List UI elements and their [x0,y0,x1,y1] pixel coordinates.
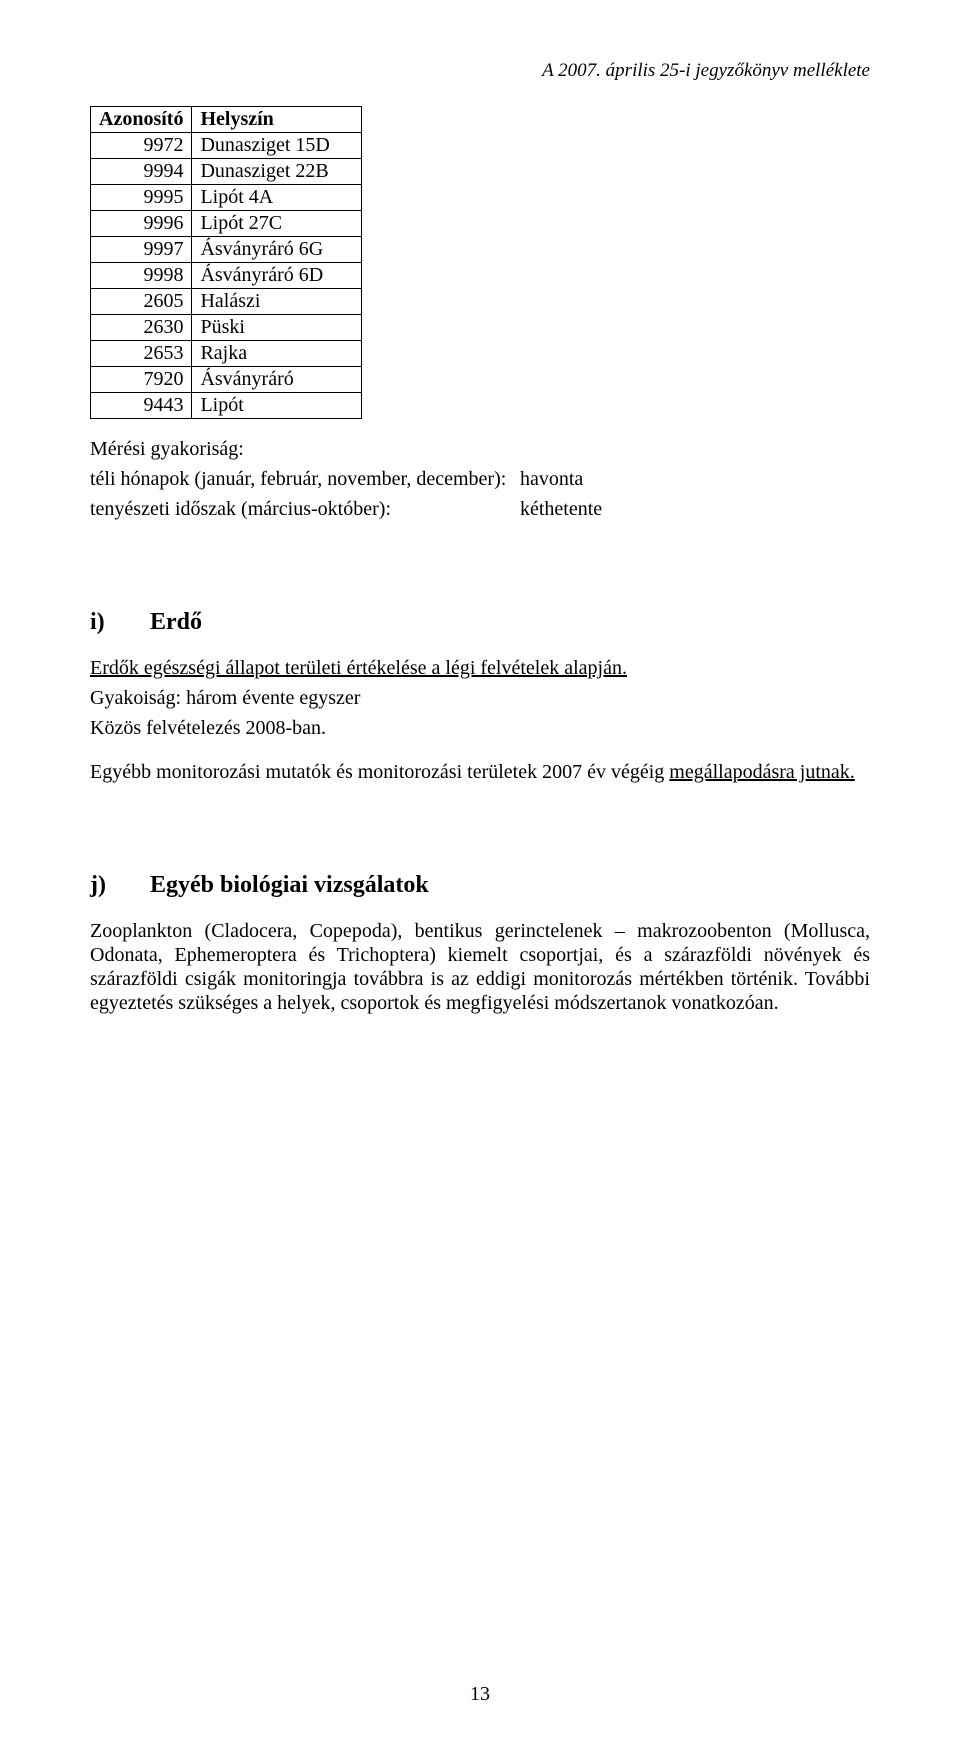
col-header-location: Helyszín [192,107,362,133]
table-row: 9997 Ásványráró 6G [91,237,362,263]
cell-id: 9972 [91,133,192,159]
cell-id: 9995 [91,185,192,211]
section-i-heading: Erdő [150,609,202,635]
cell-id: 2605 [91,289,192,315]
cell-id: 9443 [91,393,192,419]
table-row: 9443 Lipót [91,393,362,419]
section-i-title: i)Erdő [90,609,870,636]
cell-location: Püski [192,315,362,341]
section-i-p1: Erdők egészségi állapot területi értékel… [90,656,870,680]
section-j-heading: Egyéb biológiai vizsgálatok [150,872,429,898]
cell-location: Lipót 27C [192,211,362,237]
cell-location: Ásványráró [192,367,362,393]
cell-id: 2653 [91,341,192,367]
section-i-p4-under: megállapodásra jutnak. [669,761,855,783]
section-i-p1-text: Erdők egészségi állapot területi értékel… [90,657,627,679]
location-table: Azonosító Helyszín 9972 Dunasziget 15D 9… [90,106,362,419]
location-table-wrap: Azonosító Helyszín 9972 Dunasziget 15D 9… [90,106,870,419]
cell-id: 9996 [91,211,192,237]
cell-location: Lipót [192,393,362,419]
table-row: 7920 Ásványráró [91,367,362,393]
measurement-freq-row1: téli hónapok (január, február, november,… [90,467,870,491]
section-i-p2: Gyakoiság: három évente egyszer [90,686,870,710]
table-row: 9995 Lipót 4A [91,185,362,211]
measurement-freq-label: Mérési gyakoriság: [90,437,870,461]
freq-row1-label: téli hónapok (január, február, november,… [90,467,520,491]
section-i-index: i) [90,609,150,636]
cell-location: Lipót 4A [192,185,362,211]
cell-id: 9997 [91,237,192,263]
cell-id: 9998 [91,263,192,289]
cell-location: Halászi [192,289,362,315]
page-header: A 2007. április 25-i jegyzőkönyv mellékl… [90,60,870,82]
page-number: 13 [0,1683,960,1706]
table-row: 2630 Püski [91,315,362,341]
table-row: 2653 Rajka [91,341,362,367]
table-row: 2605 Halászi [91,289,362,315]
cell-location: Ásványráró 6D [192,263,362,289]
cell-id: 2630 [91,315,192,341]
section-j-p1: Zooplankton (Cladocera, Copepoda), benti… [90,919,870,1015]
table-row: 9996 Lipót 27C [91,211,362,237]
section-j-index: j) [90,872,150,899]
page-header-text: A 2007. április 25-i jegyzőkönyv mellékl… [542,60,870,81]
cell-location: Rajka [192,341,362,367]
freq-row2-value: kéthetente [520,497,602,521]
table-header-row: Azonosító Helyszín [91,107,362,133]
section-i-p4: Egyébb monitorozási mutatók és monitoroz… [90,760,870,784]
section-i-p3: Közös felvételezés 2008-ban. [90,716,870,740]
cell-location: Dunasziget 15D [192,133,362,159]
section-j-title: j)Egyéb biológiai vizsgálatok [90,872,870,899]
section-i-p4-part1: Egyébb monitorozási mutatók és monitoroz… [90,761,669,783]
table-row: 9998 Ásványráró 6D [91,263,362,289]
table-row: 9994 Dunasziget 22B [91,159,362,185]
table-row: 9972 Dunasziget 15D [91,133,362,159]
cell-id: 9994 [91,159,192,185]
freq-row2-label: tenyészeti időszak (március-október): [90,497,520,521]
measurement-freq-row2: tenyészeti időszak (március-október): ké… [90,497,870,521]
cell-location: Ásványráró 6G [192,237,362,263]
col-header-id: Azonosító [91,107,192,133]
cell-location: Dunasziget 22B [192,159,362,185]
cell-id: 7920 [91,367,192,393]
freq-row1-value: havonta [520,467,583,491]
